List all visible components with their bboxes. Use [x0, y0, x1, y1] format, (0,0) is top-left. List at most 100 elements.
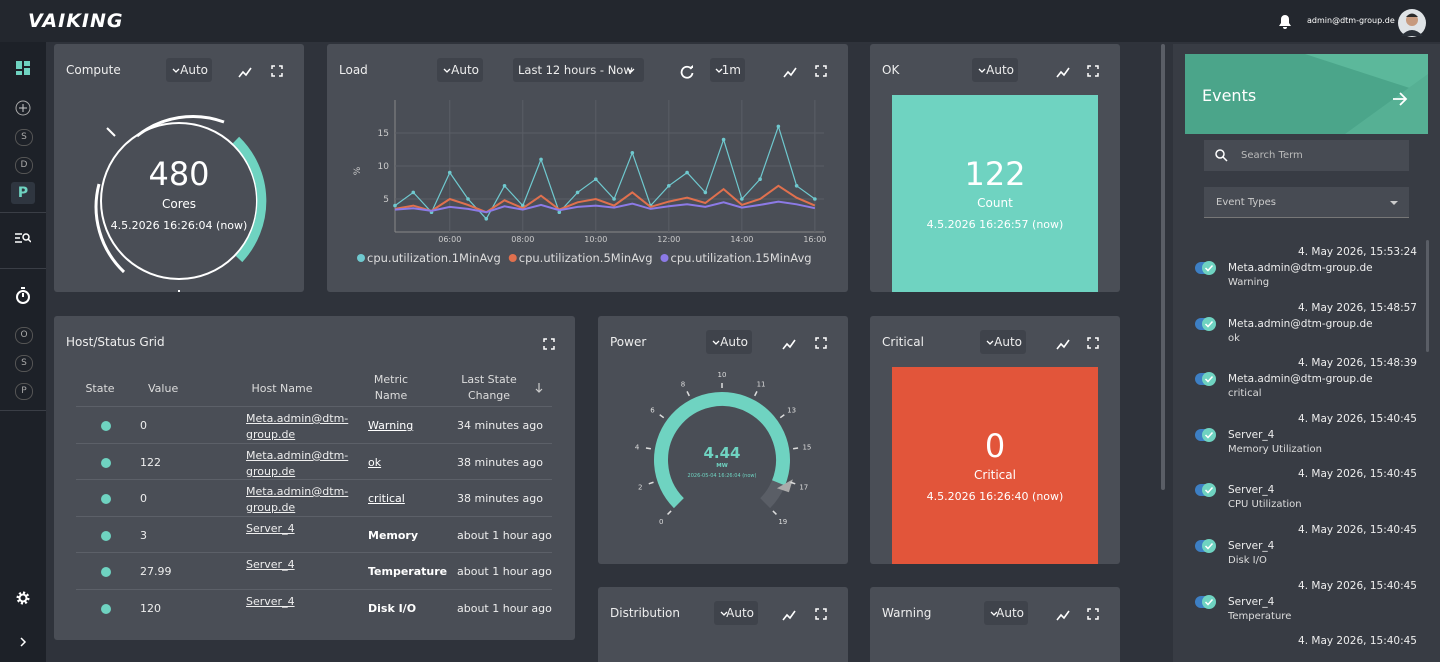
- chevron: [986, 340, 994, 345]
- column-header[interactable]: Value: [148, 382, 179, 395]
- event-toggle-part: [1202, 316, 1216, 331]
- fullscreen[interactable]: [271, 65, 285, 78]
- fullscreen[interactable]: [1087, 65, 1101, 78]
- nav-item[interactable]: S: [15, 355, 33, 372]
- event-host[interactable]: Server_4: [1228, 428, 1275, 441]
- user-email[interactable]: admin@dtm-group.de: [1307, 16, 1395, 25]
- fullscreen[interactable]: [815, 608, 829, 621]
- expand-icon[interactable]: [18, 636, 28, 648]
- dashboard-icon[interactable]: [16, 61, 30, 75]
- event-toggle[interactable]: [1195, 316, 1219, 332]
- host-link[interactable]: Server_4: [246, 522, 295, 535]
- event-toggle[interactable]: [1195, 427, 1219, 443]
- events-banner[interactable]: [1185, 54, 1428, 134]
- event-host[interactable]: Server_4: [1228, 540, 1275, 552]
- column-header[interactable]: State: [85, 382, 115, 395]
- event-host[interactable]: Server_4: [1228, 484, 1275, 497]
- fullscreen[interactable]: [1087, 337, 1101, 350]
- data-point: [813, 197, 817, 201]
- fullscreen[interactable]: [543, 338, 557, 351]
- chevron: [978, 68, 986, 73]
- search-input[interactable]: Search Term: [1204, 140, 1409, 171]
- metric-name[interactable]: critical: [368, 492, 405, 505]
- chevron-part: [986, 340, 994, 345]
- host-link[interactable]: Meta.admin@dtm-group.de: [246, 412, 349, 441]
- chart-toggle[interactable]: [782, 337, 796, 350]
- data-point: [685, 170, 689, 175]
- interval-dropdown[interactable]: 1m: [710, 58, 745, 82]
- search-icon-part: [1222, 156, 1228, 162]
- card-title: Host/Status Grid: [66, 335, 165, 349]
- add-icon[interactable]: [15, 100, 31, 116]
- nav-item[interactable]: D: [15, 157, 33, 174]
- scrollbar[interactable]: [1161, 44, 1165, 490]
- metric-name: Temperature: [368, 565, 448, 578]
- gauge-tick-label: 6: [650, 406, 655, 414]
- host-link[interactable]: Server_4: [246, 558, 295, 571]
- event-type-select[interactable]: Event Types: [1204, 187, 1409, 218]
- gauge-tick: [667, 510, 672, 515]
- fullscreen[interactable]: [815, 65, 829, 78]
- metric-name[interactable]: Warning: [368, 419, 414, 432]
- compute-ring-part: [100, 122, 258, 280]
- nav-item[interactable]: O: [15, 327, 33, 344]
- compute-ring-part: [106, 127, 116, 137]
- host-link[interactable]: Meta.admin@dtm-group.de: [246, 485, 349, 514]
- events-scrollbar[interactable]: [1426, 240, 1429, 352]
- chart-toggle[interactable]: [238, 65, 252, 78]
- event-toggle[interactable]: [1195, 538, 1219, 554]
- nav-item[interactable]: S: [15, 129, 33, 146]
- event-toggle[interactable]: [1195, 594, 1219, 610]
- card-title: Critical: [882, 335, 924, 349]
- bell-icon[interactable]: [1278, 14, 1292, 30]
- fullscreen[interactable]: [815, 337, 829, 350]
- gauge-tick-label: 8: [681, 380, 685, 388]
- metric-name[interactable]: ok: [368, 456, 382, 469]
- events-banner-part: [1393, 92, 1408, 106]
- data-point: [794, 184, 799, 188]
- logo[interactable]: VAIKING: [28, 10, 124, 32]
- event-host[interactable]: Meta.admin@dtm-group.de: [1228, 317, 1373, 330]
- event-toggle[interactable]: [1195, 371, 1219, 387]
- settings-icon[interactable]: [15, 590, 31, 606]
- mode-dropdown[interactable]: Auto: [972, 58, 1018, 82]
- fullscreen[interactable]: [1087, 608, 1101, 621]
- caret: [1390, 201, 1398, 205]
- mode-dropdown[interactable]: Auto: [980, 330, 1026, 354]
- warning-card: Warning Auto: [870, 587, 1120, 662]
- divider: [0, 410, 46, 411]
- column-header[interactable]: Last State Change: [461, 373, 517, 402]
- nav-item[interactable]: P: [15, 383, 33, 400]
- metric-name: Memory: [368, 529, 419, 542]
- chart-toggle[interactable]: [1056, 337, 1070, 350]
- event-toggle[interactable]: [1195, 260, 1219, 276]
- chart-toggle[interactable]: [1056, 608, 1070, 621]
- host-link[interactable]: Meta.admin@dtm-group.de: [246, 449, 349, 478]
- chart-toggle[interactable]: [1056, 65, 1070, 78]
- time-range[interactable]: Last 12 hours - Now: [513, 58, 644, 82]
- chart-toggle[interactable]: [783, 65, 797, 78]
- series-line: [394, 184, 816, 214]
- line-chart: 5 10 15 06:00 08:00 10:00 12:00 14:00 16:00% cpu.…: [353, 100, 826, 265]
- nav-item[interactable]: P: [11, 182, 35, 204]
- column-header[interactable]: Metric Name: [373, 373, 409, 402]
- mode-dropdown[interactable]: Auto: [984, 601, 1028, 625]
- chevron: [720, 611, 728, 616]
- chart-toggle[interactable]: [782, 608, 796, 621]
- event-host[interactable]: Meta.admin@dtm-group.de: [1228, 262, 1373, 274]
- gauge-fill: [654, 392, 790, 509]
- data-point: [484, 217, 489, 221]
- events-title[interactable]: Events: [1202, 86, 1257, 105]
- avatar[interactable]: [1398, 8, 1426, 38]
- event-host[interactable]: Meta.admin@dtm-group.de: [1228, 373, 1373, 386]
- host-link[interactable]: Server_4: [246, 595, 295, 608]
- refresh[interactable]: [680, 65, 694, 79]
- timer-icon[interactable]: [15, 287, 31, 304]
- event-toggle[interactable]: [1195, 482, 1219, 498]
- search-list-icon[interactable]: [15, 232, 31, 244]
- chevron-part: [720, 611, 728, 616]
- sort-icon[interactable]: [534, 382, 544, 394]
- column-header[interactable]: Host Name: [251, 382, 313, 395]
- event-host[interactable]: Server_4: [1228, 595, 1275, 608]
